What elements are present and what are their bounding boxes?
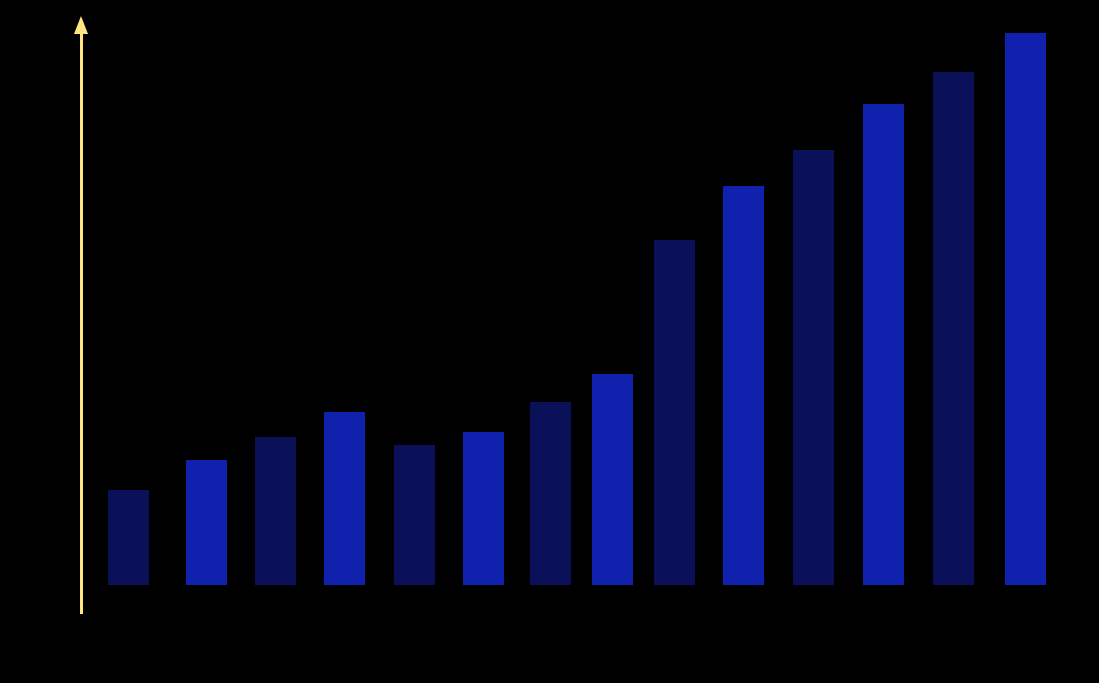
- bar-1: [108, 490, 149, 585]
- bar-10: [723, 186, 764, 585]
- bar-7: [530, 402, 571, 585]
- bar-14: [1005, 33, 1046, 585]
- y-axis-arrowhead-icon: [74, 16, 88, 34]
- bar-12: [863, 104, 904, 585]
- bar-6: [463, 432, 504, 585]
- bar-3: [255, 437, 296, 585]
- bar-2: [186, 460, 227, 585]
- y-axis: [74, 16, 88, 614]
- bar-5: [394, 445, 435, 585]
- bar-8: [592, 374, 633, 585]
- bar-4: [324, 412, 365, 585]
- bar-9: [654, 240, 695, 585]
- y-axis-line: [80, 30, 83, 614]
- bar-13: [933, 72, 974, 585]
- bar-11: [793, 150, 834, 585]
